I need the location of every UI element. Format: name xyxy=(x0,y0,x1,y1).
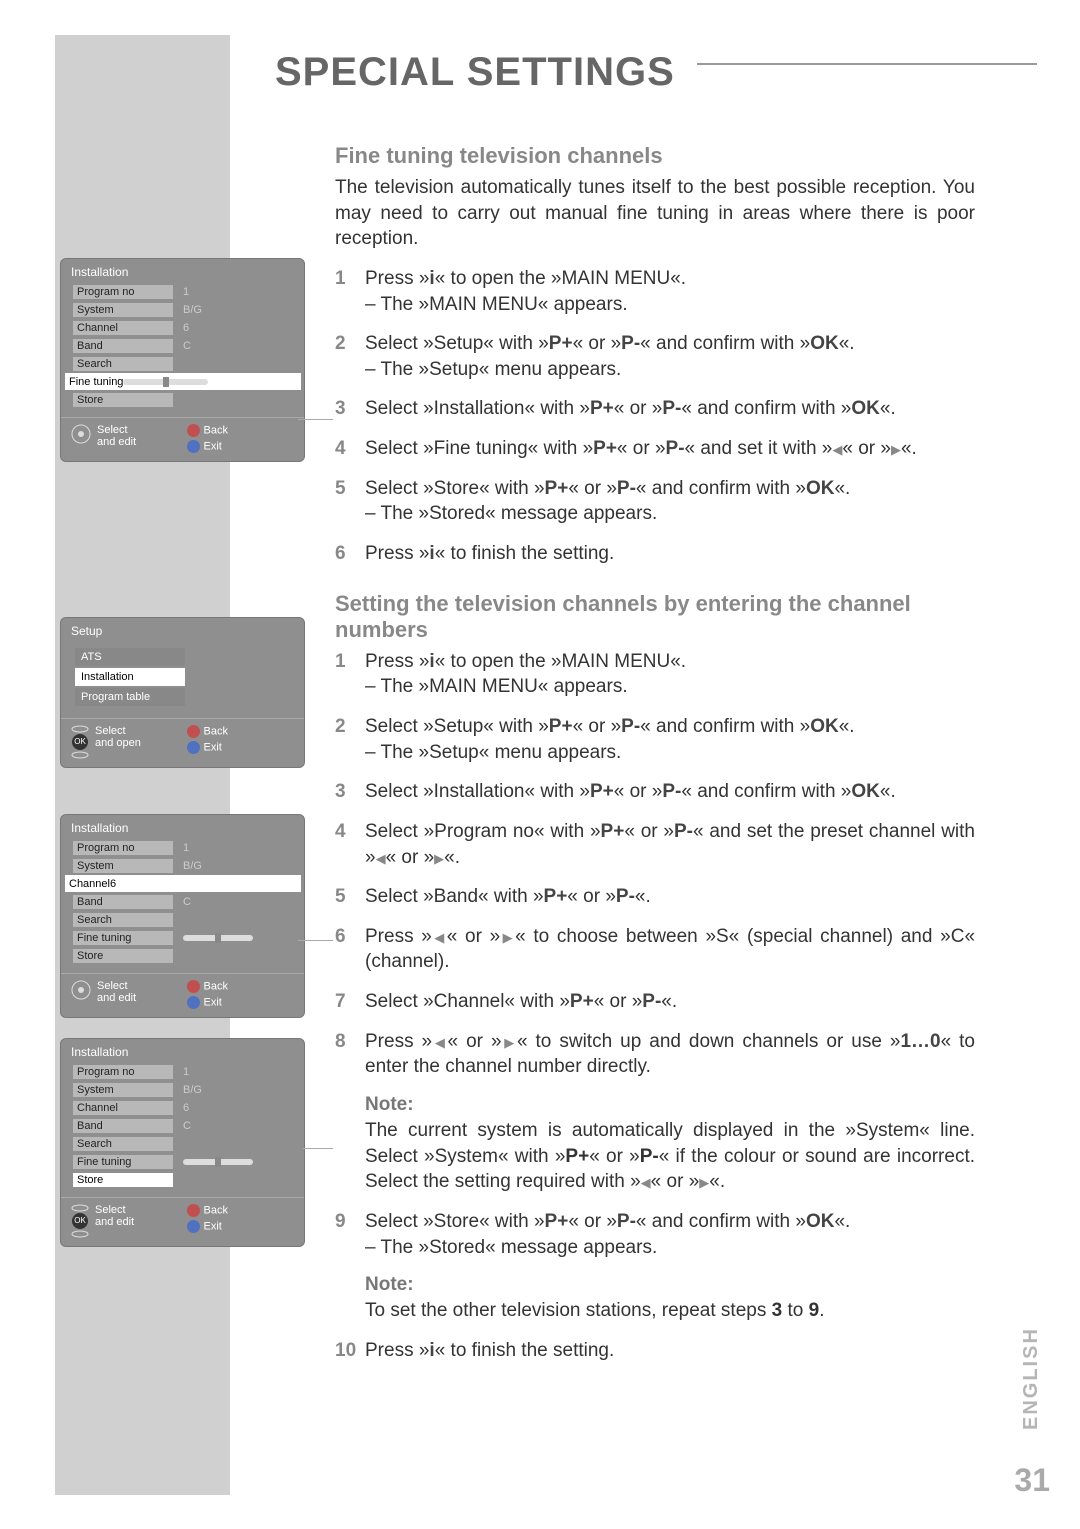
step: 9Select »Store« with »P+« or »P-« and co… xyxy=(335,1209,975,1260)
dpad-icon xyxy=(71,424,91,444)
section1-intro: The television automatically tunes itsel… xyxy=(335,175,975,252)
step: 7Select »Channel« with »P+« or »P-«. xyxy=(335,989,975,1015)
step-number: 7 xyxy=(335,989,365,1015)
step: 3Select »Installation« with »P+« or »P-«… xyxy=(335,779,975,805)
step-number: 5 xyxy=(335,884,365,910)
title-text: SPECIAL SETTINGS xyxy=(275,50,675,94)
menu-row-fine-tuning: Fine tuning xyxy=(65,373,301,390)
dpad-icon xyxy=(71,980,91,1000)
menu-title: Installation xyxy=(61,259,304,283)
section2-heading: Setting the television channels by enter… xyxy=(335,591,975,643)
step-number: 6 xyxy=(335,924,365,975)
step-text: Select »Channel« with »P+« or »P-«. xyxy=(365,989,975,1015)
step-text: Press »i« to open the »MAIN MENU«.– The … xyxy=(365,266,975,317)
step: 2Select »Setup« with »P+« or »P-« and co… xyxy=(335,714,975,765)
step-number: 3 xyxy=(335,779,365,805)
setup-row-installation: Installation xyxy=(75,668,185,686)
step: 6Press »« or »« to choose between »S« (s… xyxy=(335,924,975,975)
back-icon xyxy=(187,424,200,437)
section1-heading: Fine tuning television channels xyxy=(335,143,975,169)
step: 5Select »Band« with »P+« or »P-«. xyxy=(335,884,975,910)
menu-installation-1: Installation Program no1 SystemB/G Chann… xyxy=(60,258,305,462)
leader-line-2 xyxy=(298,940,333,941)
ok-icon: OK xyxy=(72,734,88,750)
step-number: 1 xyxy=(335,649,365,700)
step-number: 2 xyxy=(335,714,365,765)
step-text: Select »Store« with »P+« or »P-« and con… xyxy=(365,476,975,527)
step: 6Press »i« to finish the setting. xyxy=(335,541,975,567)
menu-row-channel: Channel6 xyxy=(65,875,301,892)
step: 8Press »« or »« to switch up and down ch… xyxy=(335,1029,975,1080)
leader-line-3 xyxy=(303,1148,333,1149)
step: 2Select »Setup« with »P+« or »P-« and co… xyxy=(335,331,975,382)
step-number: 6 xyxy=(335,541,365,567)
step: 3Select »Installation« with »P+« or »P-«… xyxy=(335,396,975,422)
step-text: Press »i« to open the »MAIN MENU«.– The … xyxy=(365,649,975,700)
menu-setup: Setup ATS Installation Program table OK … xyxy=(60,617,305,768)
step: 1Press »i« to open the »MAIN MENU«.– The… xyxy=(335,649,975,700)
step-text: Press »i« to finish the setting. xyxy=(365,541,975,567)
note2-text: To set the other television stations, re… xyxy=(365,1298,975,1324)
step-text: Press »« or »« to switch up and down cha… xyxy=(365,1029,975,1080)
step: 10Press »i« to finish the setting. xyxy=(335,1338,975,1364)
note-label-2: Note: xyxy=(365,1274,975,1296)
step-text: Select »Setup« with »P+« or »P-« and con… xyxy=(365,714,975,765)
step-number: 9 xyxy=(335,1209,365,1260)
menu-installation-2: Installation Program no1 SystemB/G Chann… xyxy=(60,814,305,1018)
step: 4Select »Fine tuning« with »P+« or »P-« … xyxy=(335,436,975,462)
step-text: Press »i« to finish the setting. xyxy=(365,1338,975,1364)
page-number: 31 xyxy=(1014,1462,1050,1499)
step: 5Select »Store« with »P+« or »P-« and co… xyxy=(335,476,975,527)
step-number: 8 xyxy=(335,1029,365,1080)
exit-icon xyxy=(187,440,200,453)
title-rule xyxy=(697,63,1037,65)
content-column: Fine tuning television channels The tele… xyxy=(335,125,975,1378)
note-label: Note: xyxy=(365,1094,975,1116)
step-text: Select »Installation« with »P+« or »P-« … xyxy=(365,779,975,805)
step-number: 2 xyxy=(335,331,365,382)
step-number: 1 xyxy=(335,266,365,317)
step-text: Press »« or »« to choose between »S« (sp… xyxy=(365,924,975,975)
ok-icon: OK xyxy=(72,1213,88,1229)
menu-row-store: Store xyxy=(73,1173,173,1187)
step-number: 10 xyxy=(335,1338,365,1364)
step-number: 4 xyxy=(335,819,365,870)
step-text: Select »Store« with »P+« or »P-« and con… xyxy=(365,1209,975,1260)
step-text: Select »Program no« with »P+« or »P-« an… xyxy=(365,819,975,870)
step: 1Press »i« to open the »MAIN MENU«.– The… xyxy=(335,266,975,317)
note1-text: The current system is automatically disp… xyxy=(365,1118,975,1195)
page-title: SPECIAL SETTINGS xyxy=(275,50,1037,95)
language-tab: ENGLISH xyxy=(1020,1319,1065,1439)
step-number: 5 xyxy=(335,476,365,527)
leader-line xyxy=(298,419,333,420)
step-text: Select »Fine tuning« with »P+« or »P-« a… xyxy=(365,436,975,462)
step-text: Select »Installation« with »P+« or »P-« … xyxy=(365,396,975,422)
dpad-up-icon xyxy=(71,725,89,733)
step: 4Select »Program no« with »P+« or »P-« a… xyxy=(335,819,975,870)
dpad-down-icon xyxy=(71,751,89,759)
step-number: 3 xyxy=(335,396,365,422)
step-number: 4 xyxy=(335,436,365,462)
step-text: Select »Band« with »P+« or »P-«. xyxy=(365,884,975,910)
menu-installation-3: Installation Program no1 SystemB/G Chann… xyxy=(60,1038,305,1247)
step-text: Select »Setup« with »P+« or »P-« and con… xyxy=(365,331,975,382)
